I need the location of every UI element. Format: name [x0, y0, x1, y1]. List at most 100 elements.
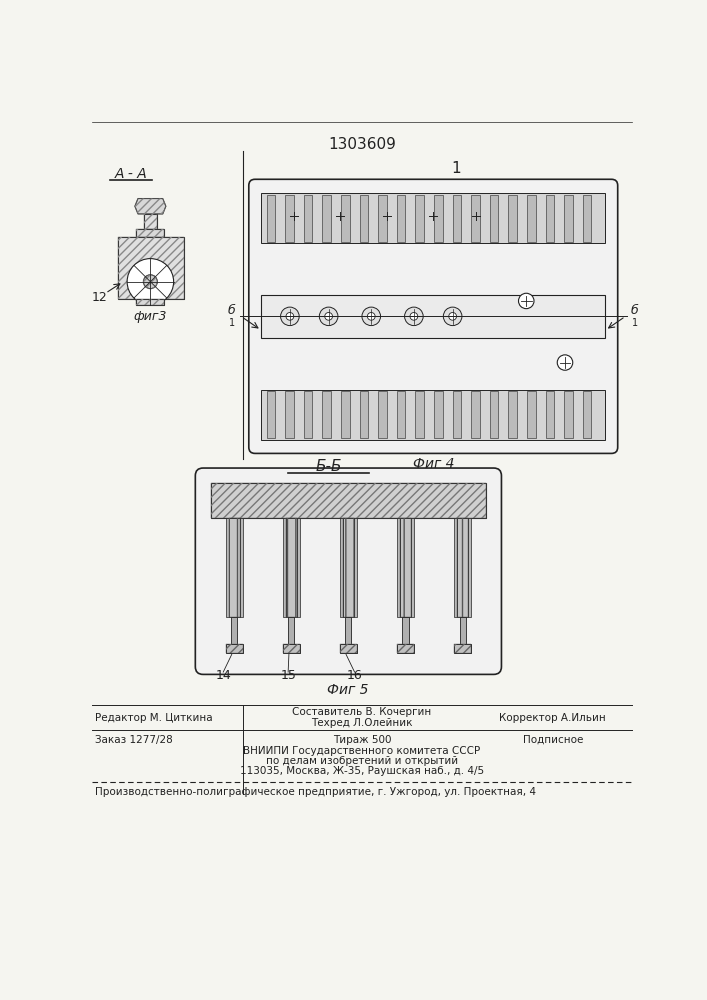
Bar — [144, 214, 156, 229]
Bar — [283, 644, 300, 653]
Circle shape — [325, 312, 332, 320]
Bar — [288, 617, 294, 644]
Text: 14: 14 — [216, 669, 231, 682]
Bar — [527, 195, 535, 242]
Bar — [360, 391, 368, 438]
Bar — [564, 391, 573, 438]
Bar — [286, 518, 297, 617]
Bar — [508, 195, 517, 242]
Bar — [454, 518, 457, 617]
Bar — [397, 195, 405, 242]
Circle shape — [518, 293, 534, 309]
Text: Фиг 4: Фиг 4 — [412, 457, 454, 471]
Bar — [460, 617, 466, 644]
Text: б: б — [228, 304, 235, 317]
Bar — [564, 195, 573, 242]
Bar — [211, 483, 486, 518]
Text: ВНИИПИ Государственного комитета СССР: ВНИИПИ Государственного комитета СССР — [243, 746, 481, 756]
Bar — [322, 391, 331, 438]
Text: Корректор А.Ильин: Корректор А.Ильин — [499, 713, 606, 723]
Bar — [400, 518, 411, 617]
Bar — [226, 518, 228, 617]
Polygon shape — [135, 199, 166, 214]
Bar — [118, 237, 184, 299]
Circle shape — [404, 307, 423, 326]
Bar — [136, 229, 164, 237]
Bar — [341, 391, 349, 438]
Bar — [144, 214, 156, 229]
Bar — [457, 518, 468, 617]
Text: 1: 1 — [228, 318, 235, 328]
Text: Техред Л.Олейник: Техред Л.Олейник — [311, 718, 413, 728]
Bar — [397, 644, 414, 653]
Bar — [285, 195, 293, 242]
Bar — [583, 391, 591, 438]
Text: 1: 1 — [631, 318, 638, 328]
Circle shape — [286, 312, 293, 320]
Bar — [527, 391, 535, 438]
Circle shape — [127, 259, 174, 305]
Bar — [226, 644, 243, 653]
Bar — [261, 193, 605, 243]
Bar — [297, 518, 300, 617]
Text: 15: 15 — [280, 669, 296, 682]
Circle shape — [362, 307, 380, 326]
Bar — [400, 518, 411, 617]
Bar — [397, 518, 400, 617]
Bar — [546, 195, 554, 242]
Bar — [285, 391, 293, 438]
Circle shape — [144, 275, 158, 289]
Bar — [340, 518, 343, 617]
Bar — [283, 644, 300, 653]
Bar — [343, 518, 354, 617]
Circle shape — [281, 307, 299, 326]
Text: 16: 16 — [346, 669, 363, 682]
Bar — [228, 518, 240, 617]
Bar — [304, 391, 312, 438]
Bar — [490, 195, 498, 242]
Bar — [231, 617, 237, 644]
Bar — [340, 644, 357, 653]
Bar — [286, 518, 297, 617]
Bar — [261, 295, 605, 338]
Bar — [283, 518, 286, 617]
Text: фиг3: фиг3 — [134, 310, 167, 323]
Bar — [304, 195, 312, 242]
FancyBboxPatch shape — [195, 468, 501, 674]
Circle shape — [443, 307, 462, 326]
Bar — [454, 644, 472, 653]
Bar — [211, 483, 486, 518]
Bar — [360, 195, 368, 242]
Bar — [343, 518, 354, 617]
Circle shape — [557, 355, 573, 370]
Bar — [340, 644, 357, 653]
Bar — [402, 617, 409, 644]
Bar — [454, 644, 472, 653]
Bar — [354, 518, 357, 617]
Text: А - А: А - А — [115, 167, 147, 181]
Bar — [452, 391, 461, 438]
Circle shape — [410, 312, 418, 320]
Bar — [136, 229, 164, 237]
Text: Заказ 1277/28: Заказ 1277/28 — [95, 735, 173, 745]
Text: б: б — [631, 304, 638, 317]
Bar — [416, 195, 424, 242]
Bar — [341, 195, 349, 242]
Bar — [472, 195, 480, 242]
Bar — [136, 299, 164, 305]
Text: 1: 1 — [452, 161, 461, 176]
Text: 12: 12 — [91, 291, 107, 304]
Bar — [267, 195, 275, 242]
Bar — [583, 195, 591, 242]
Bar — [546, 391, 554, 438]
Bar — [472, 391, 480, 438]
Circle shape — [320, 307, 338, 326]
Bar — [118, 237, 184, 299]
Bar — [228, 518, 240, 617]
Bar — [411, 518, 414, 617]
Text: по делам изобретений и открытий: по делам изобретений и открытий — [266, 756, 458, 766]
Bar — [345, 617, 351, 644]
Text: Составитель В. Кочергин: Составитель В. Кочергин — [292, 707, 431, 717]
Bar — [226, 644, 243, 653]
Bar — [457, 518, 468, 617]
